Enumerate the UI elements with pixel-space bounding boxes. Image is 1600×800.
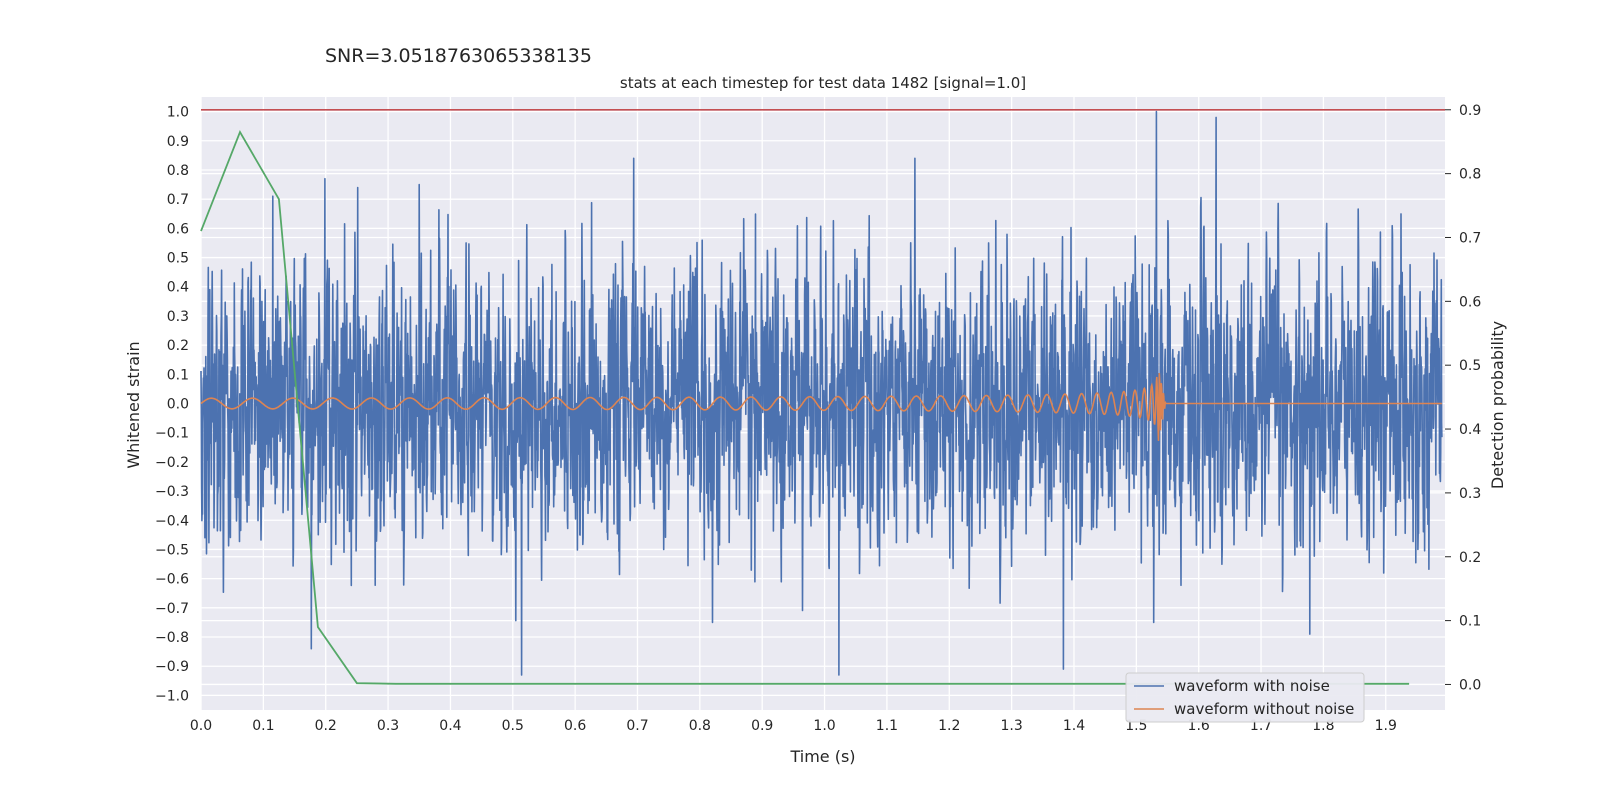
y2-tick-label: 0.9	[1459, 103, 1481, 119]
y-tick-label: 0.1	[167, 367, 189, 383]
y-tick-label: 0.5	[167, 251, 189, 267]
y2-tick-label: 0.0	[1459, 677, 1481, 693]
x-tick-label: 1.1	[876, 718, 898, 734]
x-tick-label: 1.4	[1063, 718, 1085, 734]
y-tick-label: 0.2	[167, 338, 189, 354]
y-axis: 1.0 0.9 0.8 0.7 0.6 0.5 0.4 0.3 0.2 0.1 0.0 −0.1 −0.…	[155, 105, 189, 705]
series-clean	[200, 372, 1442, 441]
y-tick-label: 1.0	[167, 105, 189, 121]
y-tick-label: −0.1	[155, 426, 189, 442]
legend-noise-label: waveform with noise	[1174, 677, 1330, 695]
y-tick-label: 0.8	[167, 163, 189, 179]
x-tick-label: 0.2	[315, 718, 337, 734]
y2-tick-label: 0.2	[1459, 550, 1481, 566]
x-tick-label: 1.9	[1375, 718, 1397, 734]
legend-clean-label: waveform without noise	[1174, 700, 1354, 718]
y2-tick-label: 0.6	[1459, 294, 1481, 310]
y-tick-label: −0.3	[155, 484, 189, 500]
legend-box	[1125, 672, 1365, 723]
y-tick-label: −0.5	[155, 542, 189, 558]
x-tick-label: 0.7	[626, 718, 648, 734]
y2-axis: 0.9 0.8 0.7 0.6 0.5 0.4 0.3 0.2 0.1 0.0	[1445, 103, 1481, 693]
y-tick-label: −0.6	[155, 572, 189, 588]
x-tick-label: 0.0	[190, 718, 212, 734]
chart-title: stats at each timestep for test data 148…	[620, 74, 1026, 92]
y2-tick-label: 0.3	[1459, 486, 1481, 502]
y2-tick-label: 0.1	[1459, 614, 1481, 630]
y2-axis-label: Detection probability	[1488, 321, 1507, 489]
y-tick-label: −0.7	[155, 601, 189, 617]
x-tick-label: 1.2	[938, 718, 960, 734]
x-tick-label: 1.0	[813, 718, 835, 734]
chart-suptitle: SNR=3.0518763065338135	[325, 45, 592, 67]
y-tick-label: 0.7	[167, 192, 189, 208]
y-tick-label: 0.4	[167, 280, 189, 296]
x-tick-label: 0.9	[751, 718, 773, 734]
noise-line	[200, 110, 1443, 676]
y-tick-label: −0.8	[155, 630, 189, 646]
clean-line	[200, 372, 1442, 441]
x-tick-label: 0.8	[689, 718, 711, 734]
x-axis-label: Time (s)	[789, 747, 855, 766]
y-axis-label: Whitened strain	[124, 341, 143, 468]
x-tick-label: 0.5	[502, 718, 524, 734]
x-tick-label: 0.4	[439, 718, 461, 734]
legend: waveform with noise waveform without noi…	[1125, 672, 1365, 723]
y2-tick-label: 0.4	[1459, 422, 1481, 438]
y-tick-label: −0.9	[155, 659, 189, 675]
x-tick-label: 0.6	[564, 718, 586, 734]
y-tick-label: 0.0	[167, 397, 189, 413]
y2-tick-label: 0.5	[1459, 358, 1481, 374]
y2-tick-label: 0.7	[1459, 230, 1481, 246]
y-tick-label: 0.3	[167, 309, 189, 325]
y-tick-label: −0.2	[155, 455, 189, 471]
x-tick-label: 0.3	[377, 718, 399, 734]
y-tick-label: −0.4	[155, 513, 189, 529]
x-tick-label: 1.3	[1000, 718, 1022, 734]
series-noise	[200, 110, 1443, 676]
y-tick-label: 0.6	[167, 221, 189, 237]
y-tick-label: −1.0	[155, 688, 189, 704]
y-tick-label: 0.9	[167, 134, 189, 150]
x-tick-label: 0.1	[252, 718, 274, 734]
y2-tick-label: 0.8	[1459, 167, 1481, 183]
